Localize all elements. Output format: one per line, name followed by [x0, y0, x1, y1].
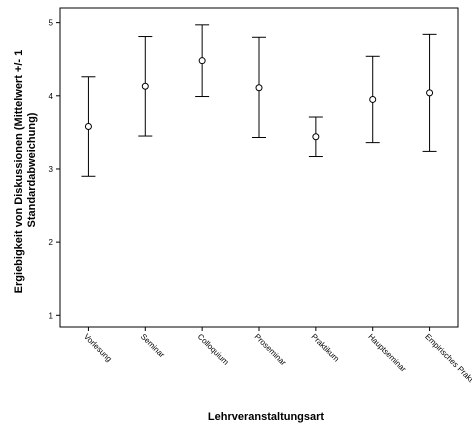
y-tick-label: 1	[49, 311, 54, 320]
x-tick-label: Praktikum	[309, 332, 341, 364]
x-tick-label: Seminar	[139, 332, 167, 360]
x-tick-label: Colloquium	[196, 332, 231, 367]
x-tick-label: Hauptseminar	[366, 332, 408, 374]
x-axis-title: Lehrveranstaltungsart	[208, 411, 324, 423]
y-tick-label: 5	[49, 19, 54, 28]
error-bar	[195, 24, 210, 98]
mean-marker	[369, 95, 377, 103]
x-tick-label: Proseminar	[253, 332, 289, 368]
mean-marker	[312, 133, 320, 141]
error-bar	[138, 36, 153, 137]
x-tick-label: Empirisches Prakt	[423, 332, 472, 384]
error-bar	[81, 76, 96, 177]
x-tick-label: Vorlesung	[82, 332, 114, 364]
y-axis-title: Ergiebigkeit von Diskussionen (Mittelwer…	[13, 47, 38, 294]
mean-marker	[141, 82, 149, 90]
mean-marker	[84, 123, 92, 131]
y-tick-label: 4	[49, 92, 54, 101]
mean-marker	[255, 84, 263, 92]
y-tick-label: 2	[49, 238, 54, 247]
mean-marker	[426, 89, 434, 97]
error-bar	[422, 33, 437, 152]
y-axis-title-line-2: Standardabweichung)	[26, 112, 38, 227]
error-bar	[252, 36, 266, 139]
error-bar	[308, 116, 323, 158]
mean-marker	[198, 57, 206, 65]
y-tick-label: 3	[49, 165, 54, 174]
y-axis-title-line-1: Ergiebigkeit von Diskussionen (Mittelwer…	[13, 50, 25, 294]
error-bar	[365, 55, 380, 144]
